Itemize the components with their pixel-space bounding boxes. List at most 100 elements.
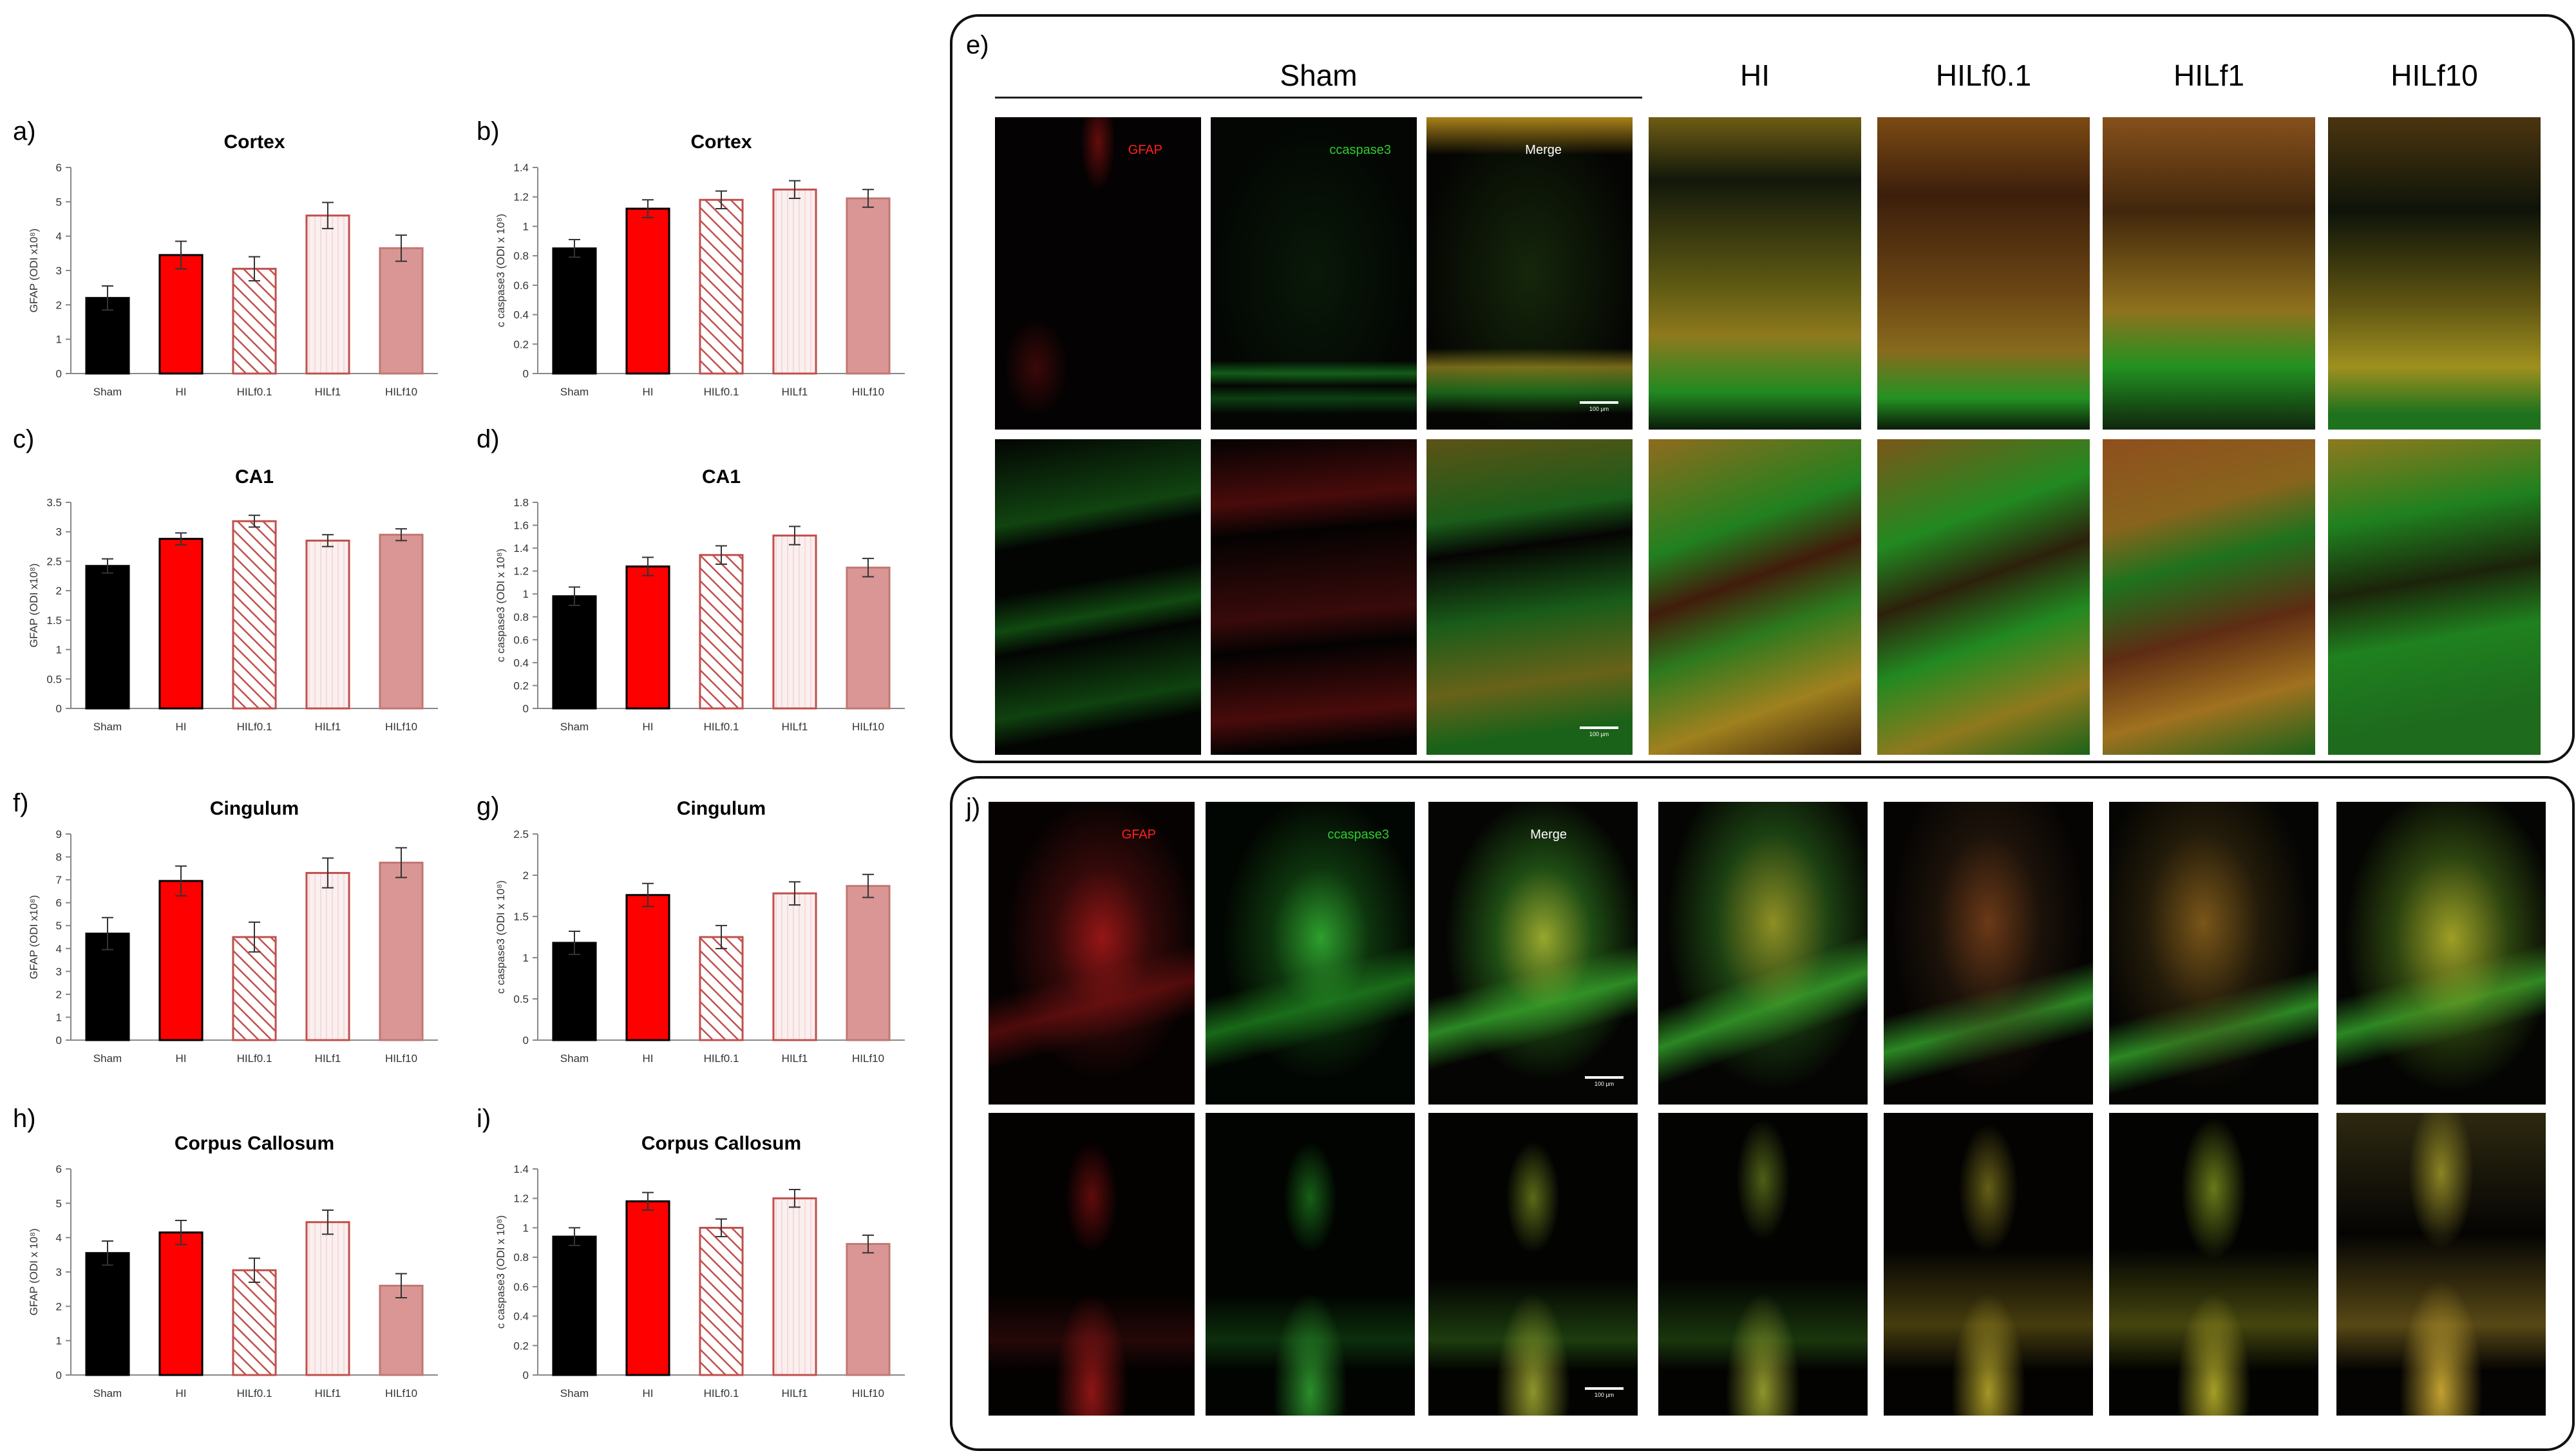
bar-sham: [552, 247, 597, 375]
x-tick-label: HILf10: [385, 1052, 417, 1065]
bar-hi: [625, 565, 670, 710]
chart-svg-f: Cingulum 0 1 2 3 4 5 6 7 8 9 GFAP (ODI x10⁸) Sham HI H…: [28, 798, 438, 1065]
y-tick-label: 2: [56, 299, 62, 311]
bar-hi: [625, 1200, 670, 1376]
y-tick-label: 1: [56, 644, 62, 656]
x-tick-label: HILf10: [385, 721, 417, 733]
scale-bar: 100 µm: [1585, 1076, 1624, 1090]
e-hilf10-merge-cortex-image: [2328, 117, 2541, 430]
y-tick-label: 0.5: [46, 673, 62, 685]
y-tick-label: 1.5: [513, 911, 529, 923]
y-tick-label: 0.4: [513, 309, 529, 321]
y-tick-label: 2: [523, 869, 529, 882]
y-tick-label: 1.2: [513, 565, 529, 578]
x-tick-label: HI: [176, 386, 187, 398]
scale-bar-text: 100 µm: [1594, 1392, 1615, 1398]
merge-channel-label: Merge: [1525, 143, 1562, 157]
bar-hilf10: [846, 1243, 891, 1376]
x-tick-label: Sham: [93, 721, 122, 733]
e-hi-merge-ca1-image: [1649, 439, 1861, 755]
j-sham-gfap-corpus-callosum-image: [989, 1113, 1195, 1416]
bar-hilf0.1: [699, 554, 744, 710]
hi-column-header: HI: [1740, 59, 1770, 92]
j-sham-ccaspase3-cingulum-image: ccaspase3: [1206, 802, 1415, 1105]
j-sham-merge-cingulum-image: Merge 100 µm: [1428, 802, 1638, 1105]
merge-channel-label: Merge: [1530, 828, 1567, 842]
y-tick-label: 2.5: [46, 555, 62, 567]
bar-hilf1: [772, 188, 817, 375]
x-tick-label: Sham: [560, 1052, 589, 1065]
j-hi-merge-cingulum-image: [1658, 802, 1868, 1105]
y-tick-label: 1.4: [513, 1163, 529, 1175]
gfap-channel-label: GFAP: [1128, 143, 1162, 157]
y-tick-label: 0: [523, 1369, 529, 1381]
e-hilf1-merge-cortex-image: [2103, 117, 2315, 430]
y-tick-label: 1.4: [513, 162, 529, 174]
y-tick-label: 1: [523, 1222, 529, 1234]
chart-title: Corpus Callosum: [175, 1133, 334, 1154]
y-tick-label: 1: [56, 1011, 62, 1023]
j-hilf0.1-merge-corpus-callosum-image: [1884, 1113, 2093, 1416]
j-hilf10-merge-corpus-callosum-image: [2336, 1113, 2546, 1416]
y-tick-label: 1: [56, 334, 62, 346]
chart-title: Cortex: [223, 131, 285, 153]
chart-c-letter: c): [13, 425, 35, 453]
chart-f-letter: f): [13, 789, 29, 817]
y-axis-label: GFAP (ODI x10⁸): [28, 564, 40, 648]
bar-hilf0.1: [699, 1226, 744, 1376]
y-tick-label: 2: [56, 585, 62, 597]
j-sham-gfap-cingulum-image: GFAP: [989, 802, 1195, 1105]
chart-title: Cingulum: [210, 798, 299, 819]
bar-sham: [85, 565, 130, 710]
x-tick-label: Sham: [560, 1387, 589, 1399]
y-tick-label: 0.2: [513, 679, 529, 692]
y-tick-label: 3: [56, 265, 62, 277]
x-tick-label: Sham: [93, 1387, 122, 1399]
x-tick-label: HILf10: [852, 1052, 884, 1065]
bar-sham: [552, 1235, 597, 1376]
sham-column-header: Sham: [1280, 59, 1358, 92]
chart-g-letter: g): [477, 792, 500, 820]
y-axis-label: GFAP (ODI x10⁸): [28, 229, 40, 313]
bar-hilf1: [305, 1221, 350, 1376]
chart-a-letter: a): [13, 117, 36, 146]
y-tick-label: 0: [56, 1369, 62, 1381]
bar-hilf10: [379, 861, 424, 1041]
bar-hilf0.1: [232, 1269, 277, 1376]
x-tick-label: HI: [643, 386, 654, 398]
y-tick-label: 4: [56, 1232, 62, 1244]
y-tick-label: 1.4: [513, 542, 529, 555]
y-tick-label: 1.8: [513, 497, 529, 509]
chart-svg-i: Corpus Callosum 0 0.2 0.4 0.6 0.8 1 1.2 1.4 c cas…: [495, 1133, 905, 1399]
chart-h-letter: h): [13, 1105, 36, 1133]
bar-hi: [158, 880, 204, 1041]
y-tick-label: 5: [56, 920, 62, 932]
chart-title: Cingulum: [677, 798, 766, 819]
bar-hilf1: [305, 871, 350, 1041]
bar-sham: [552, 942, 597, 1041]
chart-svg-c: CA1 0 0.5 1 1.5 2 2.5 3 3.5 GFAP (ODI x10⁸) Sham HI…: [28, 466, 438, 733]
chart-title: Corpus Callosum: [641, 1133, 801, 1154]
y-tick-label: 0: [56, 703, 62, 715]
x-tick-label: Sham: [560, 721, 589, 733]
y-tick-label: 1: [523, 588, 529, 600]
e-hi-merge-cortex-image: [1649, 117, 1861, 430]
y-tick-label: 4: [56, 231, 62, 243]
y-tick-label: 3: [56, 965, 62, 978]
y-tick-label: 0.4: [513, 1311, 529, 1323]
ccaspase3-channel-label: ccaspase3: [1329, 143, 1391, 157]
hilf1-column-header: HILf1: [2174, 59, 2244, 92]
bar-hilf10: [379, 247, 424, 375]
y-axis-label: GFAP (ODI x10⁸): [28, 895, 40, 980]
x-tick-label: Sham: [560, 386, 589, 398]
bar-chart-f: Cingulum 0 1 2 3 4 5 6 7 8 9 GFAP (ODI x10⁸) Sham HI H…: [13, 782, 451, 1079]
chart-svg-b: Cortex 0 0.2 0.4 0.6 0.8 1 1.2 1.4 c caspase3 (OD…: [495, 131, 905, 398]
chart-title: Cortex: [690, 131, 752, 153]
bar-chart-h: Corpus Callosum 0 1 2 3 4 5 6 GFAP (ODI x 10⁸) Sh…: [13, 1117, 451, 1414]
ccaspase3-channel-label: ccaspase3: [1327, 828, 1389, 842]
y-tick-label: 1.2: [513, 191, 529, 204]
bar-hilf10: [846, 885, 891, 1041]
y-axis-label: GFAP (ODI x 10⁸): [28, 1228, 40, 1315]
e-sham-merge-ca1-image: 100 µm: [1426, 439, 1633, 755]
y-tick-label: 0.6: [513, 1281, 529, 1293]
